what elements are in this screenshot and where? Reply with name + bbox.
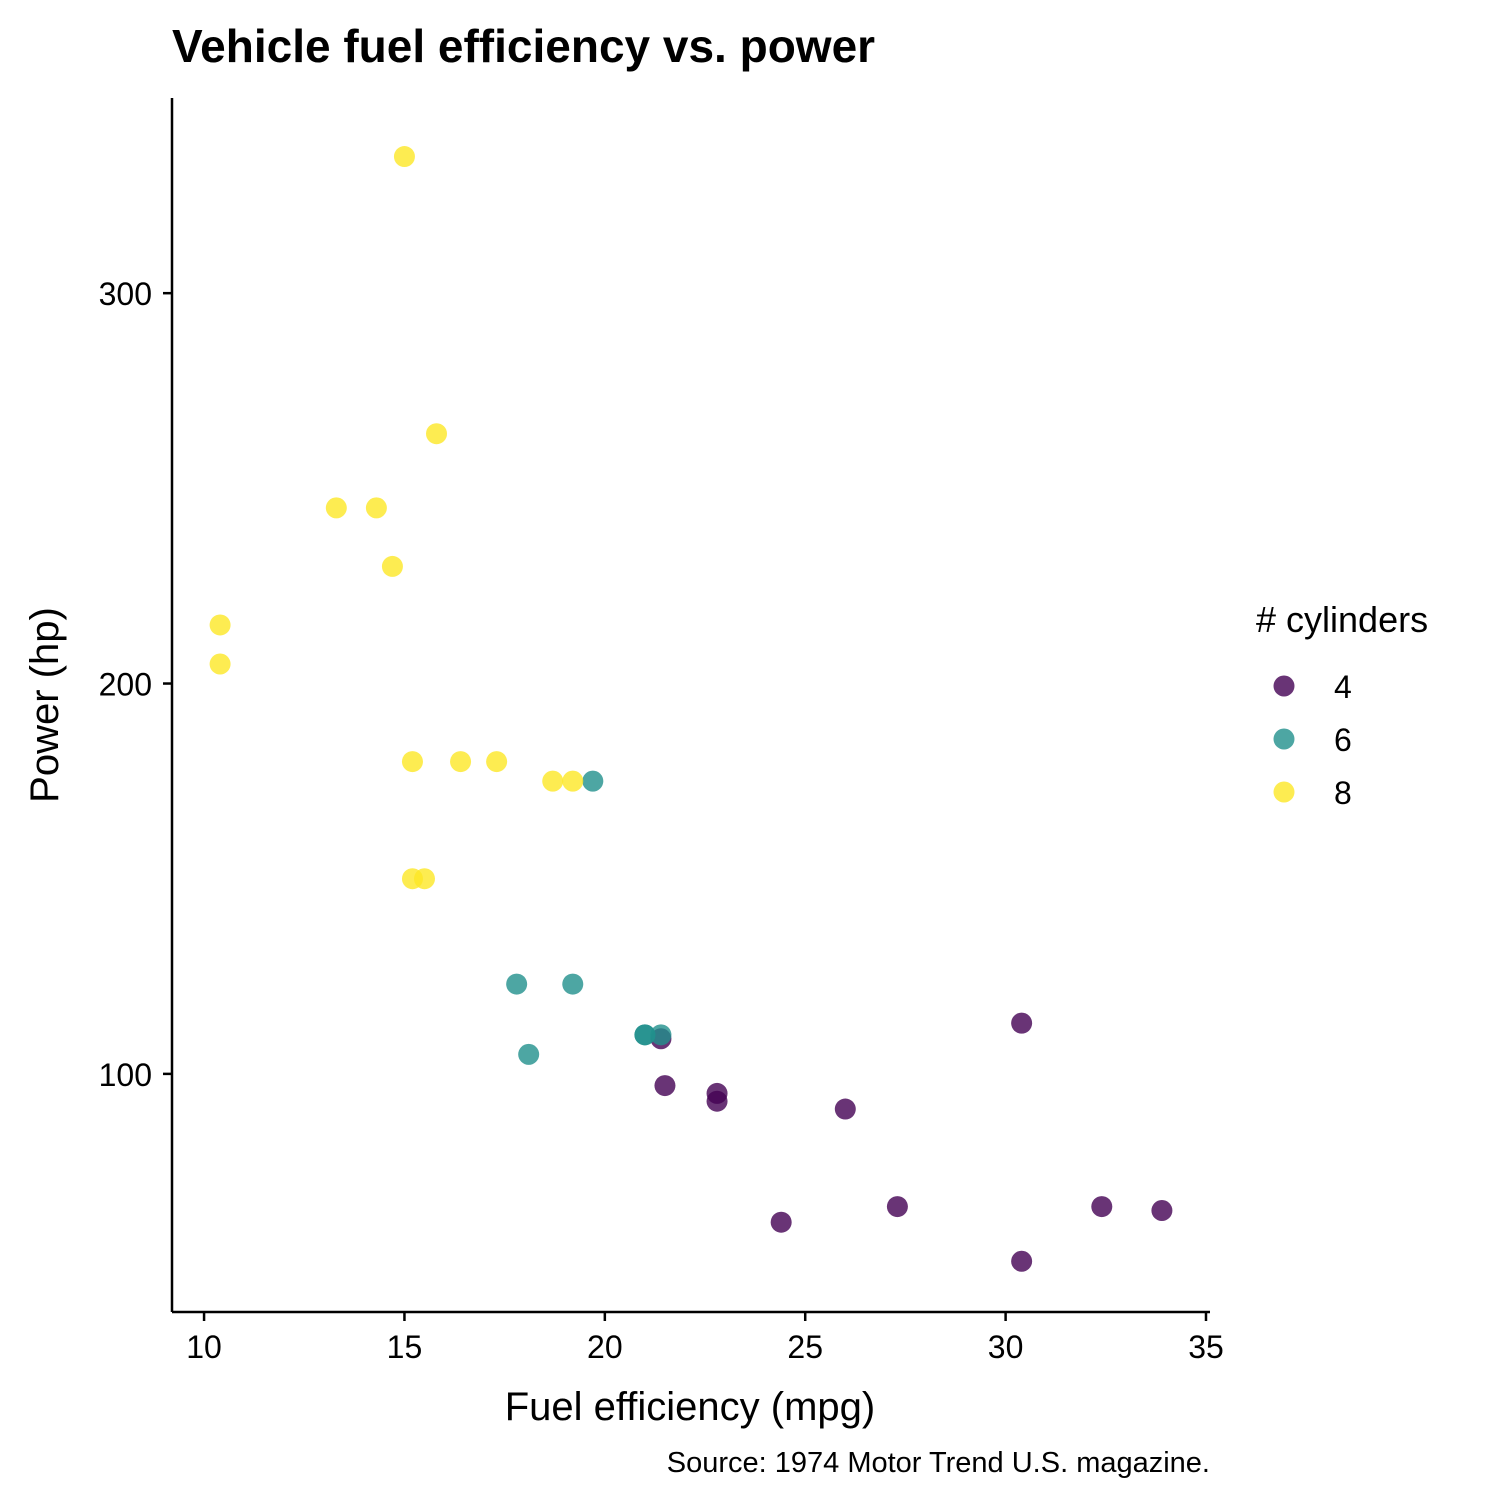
legend-key-8 bbox=[1273, 781, 1295, 803]
data-point-cyl-4 bbox=[770, 1211, 792, 1233]
y-tick-label: 200 bbox=[99, 667, 152, 703]
data-point-cyl-8 bbox=[209, 614, 231, 636]
legend-key-6 bbox=[1273, 728, 1295, 750]
data-point-cyl-4 bbox=[1151, 1200, 1173, 1222]
data-point-cyl-8 bbox=[486, 751, 508, 773]
data-points bbox=[209, 146, 1173, 1272]
data-point-cyl-8 bbox=[393, 146, 415, 168]
data-point-cyl-8 bbox=[325, 497, 347, 519]
data-point-cyl-8 bbox=[209, 653, 231, 675]
data-point-cyl-4 bbox=[886, 1196, 908, 1218]
data-point-cyl-8 bbox=[426, 423, 448, 445]
data-point-cyl-4 bbox=[834, 1098, 856, 1120]
x-tick-label: 25 bbox=[787, 1329, 823, 1365]
data-point-cyl-6 bbox=[562, 973, 584, 995]
y-tick-label: 100 bbox=[99, 1057, 152, 1093]
legend-key-4 bbox=[1273, 675, 1295, 697]
data-point-cyl-8 bbox=[365, 497, 387, 519]
data-point-cyl-6 bbox=[650, 1024, 672, 1046]
x-tick-label: 15 bbox=[387, 1329, 423, 1365]
legend: # cylinders 4 6 8 bbox=[1256, 599, 1428, 811]
chart-title: Vehicle fuel efficiency vs. power bbox=[172, 20, 875, 72]
data-point-cyl-4 bbox=[654, 1075, 676, 1097]
data-point-cyl-8 bbox=[562, 770, 584, 792]
y-axis-title: Power (hp) bbox=[23, 607, 67, 803]
x-tick-label: 30 bbox=[988, 1329, 1024, 1365]
data-point-cyl-4 bbox=[1011, 1250, 1033, 1272]
data-point-cyl-6 bbox=[634, 1024, 656, 1046]
data-point-cyl-8 bbox=[401, 868, 423, 890]
data-point-cyl-6 bbox=[506, 973, 528, 995]
legend-label-6: 6 bbox=[1334, 722, 1352, 758]
data-point-cyl-8 bbox=[542, 770, 564, 792]
data-point-cyl-6 bbox=[518, 1043, 540, 1065]
x-tick-label: 35 bbox=[1188, 1329, 1224, 1365]
legend-label-8: 8 bbox=[1334, 775, 1352, 811]
legend-title: # cylinders bbox=[1256, 599, 1428, 640]
x-axis-title: Fuel efficiency (mpg) bbox=[505, 1385, 876, 1429]
data-point-cyl-8 bbox=[450, 751, 472, 773]
source-caption: Source: 1974 Motor Trend U.S. magazine. bbox=[667, 1447, 1210, 1479]
data-point-cyl-4 bbox=[1011, 1012, 1033, 1034]
data-point-cyl-6 bbox=[582, 770, 604, 792]
data-point-cyl-8 bbox=[401, 751, 423, 773]
axes: 10 15 20 25 30 35 100 200 300 bbox=[99, 98, 1224, 1365]
x-tick-label: 20 bbox=[587, 1329, 623, 1365]
y-tick-label: 300 bbox=[99, 276, 152, 312]
data-point-cyl-4 bbox=[1091, 1196, 1113, 1218]
data-point-cyl-8 bbox=[381, 555, 403, 577]
data-point-cyl-4 bbox=[706, 1082, 728, 1104]
x-tick-label: 10 bbox=[186, 1329, 222, 1365]
legend-label-4: 4 bbox=[1334, 669, 1352, 705]
